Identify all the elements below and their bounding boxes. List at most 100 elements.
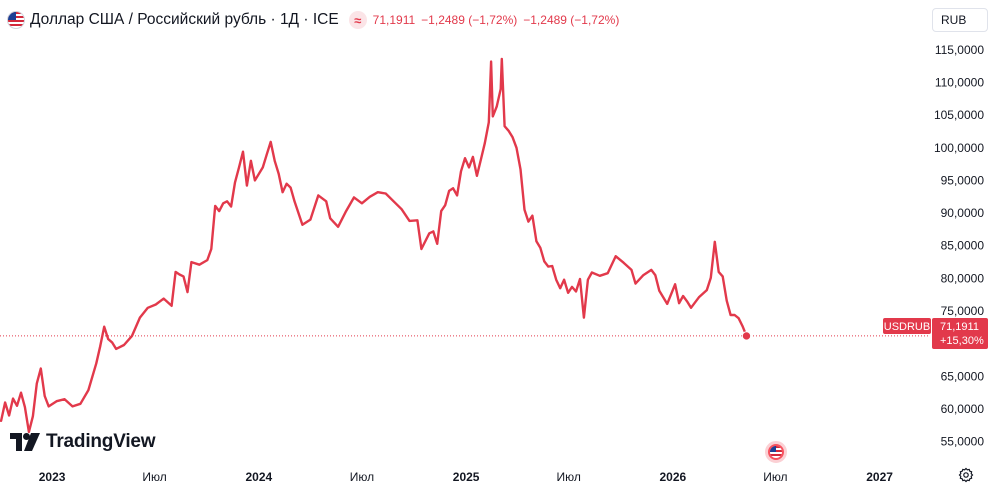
- data-point: [579, 278, 581, 280]
- data-point: [420, 248, 423, 250]
- x-tick-label: Июл: [556, 470, 580, 484]
- data-point: [658, 289, 661, 292]
- data-point: [293, 200, 296, 203]
- data-point: [682, 295, 684, 297]
- data-point: [115, 348, 118, 350]
- data-point: [162, 297, 165, 300]
- data-point: [285, 182, 288, 185]
- data-point: [583, 316, 585, 319]
- series-layer[interactable]: [0, 57, 752, 434]
- y-axis[interactable]: 55,0000 60,0000 65,0000 75,0000 80,0000 85,00…: [934, 43, 984, 449]
- y-tick-label: 75,0000: [941, 304, 985, 318]
- data-point: [733, 314, 736, 316]
- data-point: [87, 389, 90, 391]
- data-point: [452, 187, 455, 190]
- data-point: [214, 204, 217, 207]
- symbol-label-bg: [883, 318, 931, 334]
- approx-icon: ≈: [348, 11, 367, 29]
- data-point: [27, 430, 30, 433]
- data-point: [741, 325, 744, 327]
- usdrub-price-line[interactable]: [0, 57, 748, 434]
- data-point: [678, 302, 680, 305]
- data-point: [543, 260, 546, 263]
- tradingview-logo[interactable]: TradingView: [10, 431, 156, 453]
- data-point: [654, 274, 657, 277]
- data-point: [368, 195, 371, 198]
- data-point: [281, 191, 284, 194]
- data-point: [337, 225, 340, 228]
- data-point: [71, 405, 74, 408]
- symbol-title[interactable]: Доллар США / Российский рубль · 1Д · ICE: [30, 11, 339, 28]
- data-point: [666, 302, 669, 305]
- data-point: [416, 219, 419, 222]
- data-point: [301, 223, 304, 226]
- data-point: [590, 271, 593, 274]
- y-tick-label: 55,0000: [941, 435, 985, 449]
- data-point: [690, 306, 692, 309]
- data-point: [567, 291, 569, 294]
- data-point: [361, 202, 363, 205]
- data-point: [123, 344, 125, 346]
- tradingview-logo-text: TradingView: [46, 431, 156, 452]
- data-point: [24, 406, 26, 408]
- data-point: [4, 401, 6, 404]
- data-point: [709, 276, 712, 279]
- data-point: [483, 142, 486, 145]
- y-tick-label: 65,0000: [941, 369, 985, 383]
- data-point: [551, 265, 554, 267]
- data-point: [39, 367, 42, 370]
- data-point: [511, 136, 514, 139]
- data-point: [246, 184, 248, 187]
- data-point: [353, 196, 355, 199]
- data-point: [170, 304, 173, 307]
- data-point: [606, 272, 609, 275]
- data-point: [242, 150, 244, 153]
- y-tick-label: 100,0000: [934, 141, 984, 155]
- data-point: [642, 274, 645, 277]
- data-point: [705, 289, 708, 292]
- data-point: [571, 285, 573, 288]
- data-point: [500, 58, 503, 60]
- gear-icon[interactable]: [958, 467, 974, 483]
- data-point: [392, 200, 395, 203]
- data-point: [345, 210, 347, 213]
- data-point: [384, 192, 387, 195]
- data-point: [107, 338, 110, 341]
- currency-selector[interactable]: RUB: [932, 8, 988, 32]
- data-point: [111, 341, 114, 344]
- data-point: [273, 159, 276, 162]
- data-point: [598, 274, 601, 277]
- data-point: [555, 278, 558, 281]
- data-point: [448, 189, 451, 192]
- x-tick-label: 2026: [660, 470, 687, 484]
- data-point: [55, 400, 58, 403]
- data-point: [535, 240, 538, 243]
- data-point: [737, 317, 740, 320]
- data-point: [547, 265, 550, 268]
- data-point: [8, 414, 10, 417]
- x-tick-label: 2023: [39, 470, 66, 484]
- data-point: [559, 287, 562, 290]
- data-point: [630, 269, 633, 271]
- x-axis[interactable]: 2023 Июл 2024 Июл 2025 Июл 2026 Июл 2027: [39, 470, 894, 484]
- data-point: [35, 382, 38, 385]
- data-point: [146, 306, 149, 309]
- data-point: [250, 159, 252, 162]
- data-point: [436, 242, 439, 245]
- header-change: −1,2489 (−1,72%): [421, 13, 518, 27]
- data-point: [491, 115, 494, 118]
- y-tick-label: 85,0000: [941, 239, 985, 253]
- y-tick-label: 115,0000: [935, 43, 984, 57]
- data-point: [499, 88, 502, 90]
- data-point: [277, 172, 280, 175]
- last-point-marker[interactable]: [741, 331, 752, 341]
- economic-event-flag-icon[interactable]: [765, 441, 787, 463]
- data-point: [210, 248, 213, 250]
- data-point: [575, 290, 577, 293]
- data-point: [218, 210, 221, 213]
- data-point: [686, 300, 688, 303]
- data-point: [261, 166, 264, 169]
- y-tick-label: 105,0000: [934, 108, 984, 122]
